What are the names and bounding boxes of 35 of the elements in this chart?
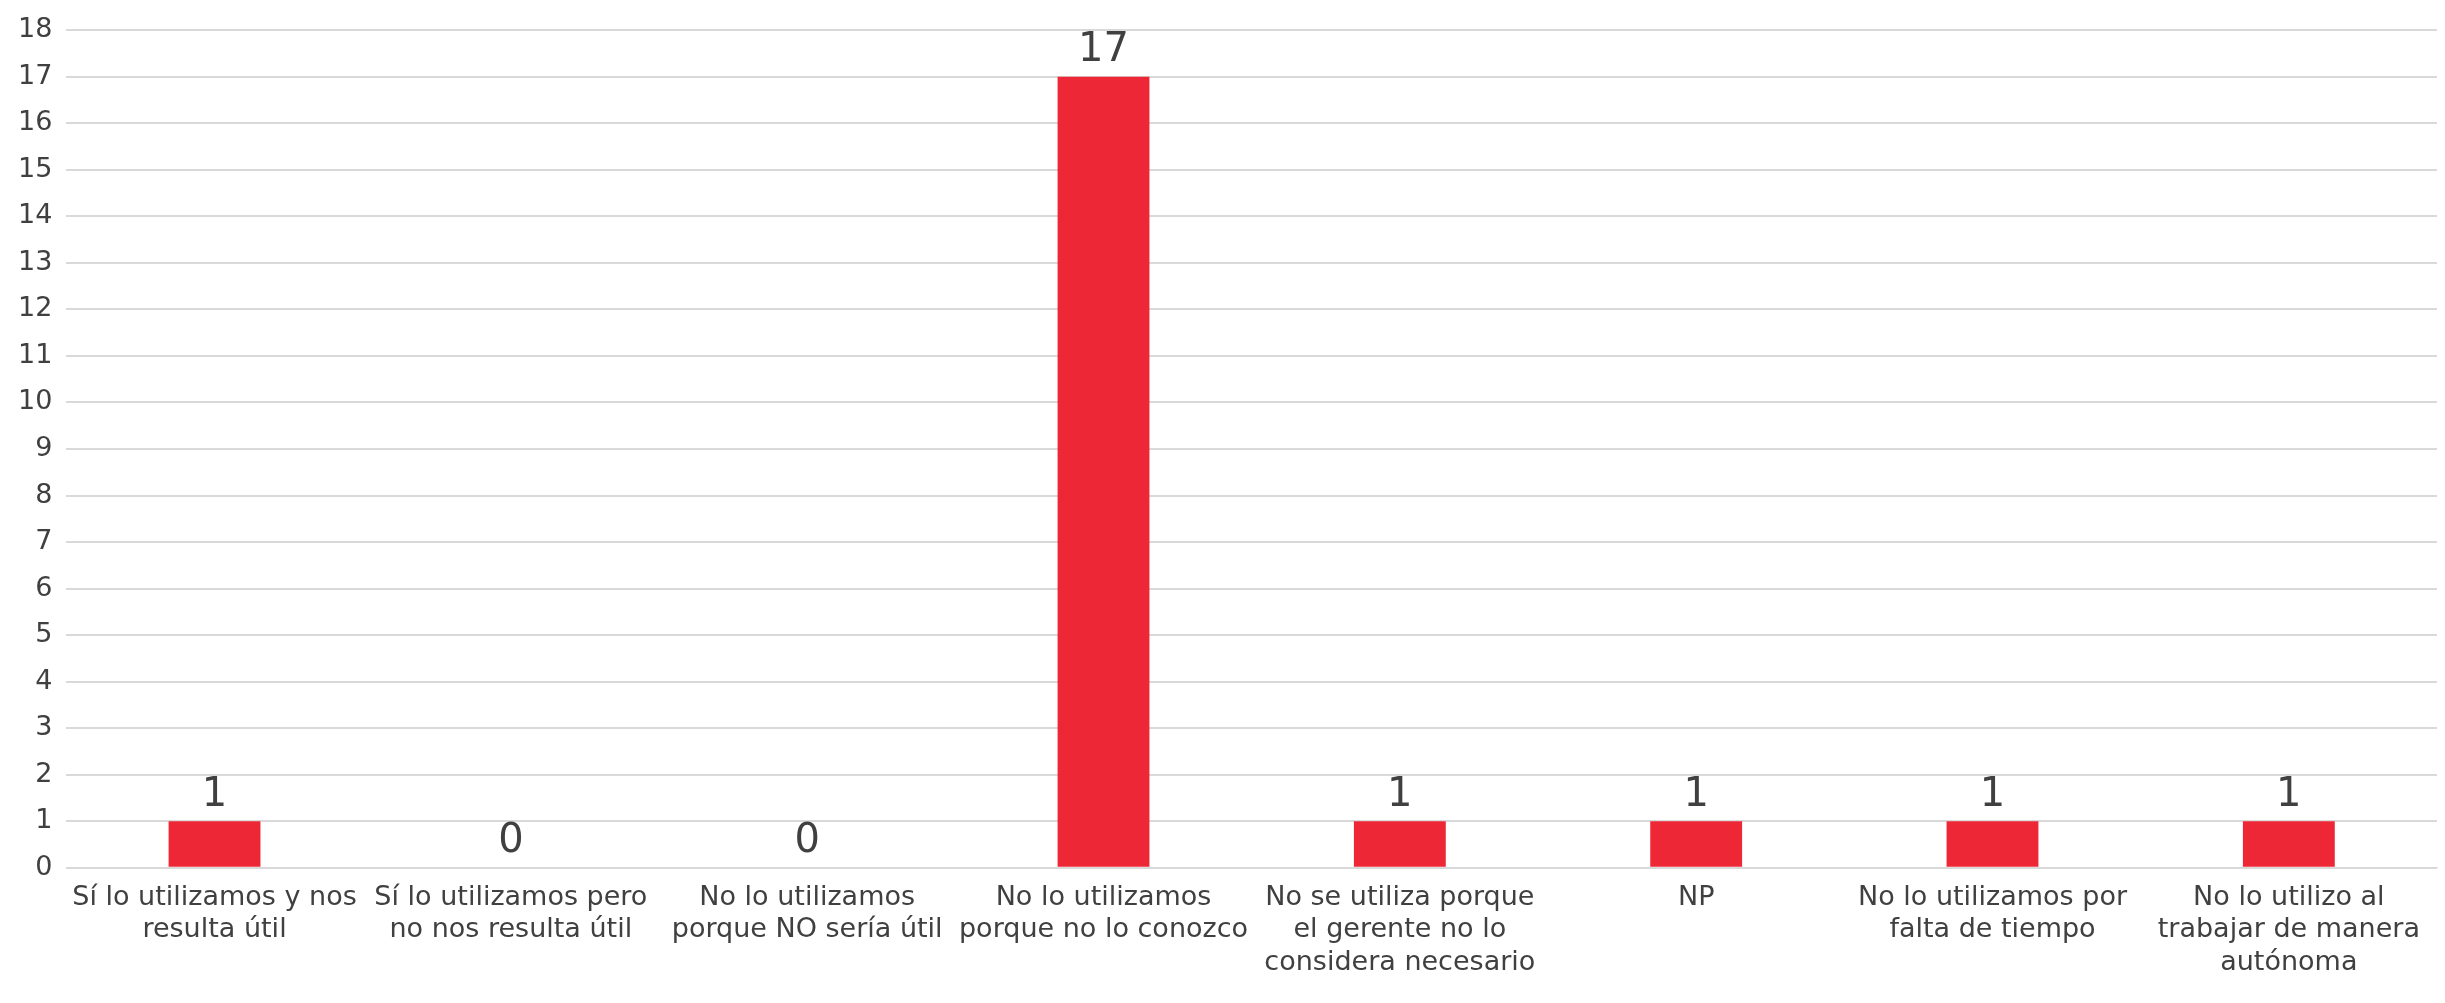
x-tick-label: No lo utilizamos porque no lo conozco bbox=[958, 880, 1249, 944]
y-tick-label: 10 bbox=[18, 384, 53, 416]
y-tick-label: 15 bbox=[18, 151, 53, 183]
y-tick-label: 3 bbox=[35, 710, 53, 742]
x-tick-label: No lo utilizo al trabajar de manera autónoma bbox=[2157, 880, 2420, 976]
data-label: 1 bbox=[201, 768, 228, 815]
x-tick-label: No lo utilizamos porque NO sería útil bbox=[671, 880, 943, 944]
data-label: 1 bbox=[1387, 768, 1413, 815]
y-tick-label: 16 bbox=[18, 105, 53, 137]
y-tick-label: 2 bbox=[35, 756, 53, 788]
y-tick-label: 6 bbox=[35, 570, 53, 602]
x-tick-label: No se utiliza porque el gerente no lo considera necesario bbox=[1264, 880, 1536, 976]
y-tick-label: 0 bbox=[35, 849, 53, 881]
data-label: 1 bbox=[1979, 768, 2006, 815]
y-tick-label: 4 bbox=[35, 663, 53, 695]
data-label: 1 bbox=[2276, 768, 2302, 815]
data-label: 1 bbox=[1683, 768, 1709, 815]
data-label: 0 bbox=[498, 815, 524, 862]
y-tick-label: 5 bbox=[35, 617, 53, 649]
y-tick-label: 8 bbox=[35, 477, 53, 509]
y-tick-label: 12 bbox=[18, 291, 53, 323]
y-tick-label: 11 bbox=[18, 337, 53, 369]
x-tick-label: Sí lo utilizamos y nos resulta útil bbox=[72, 880, 357, 944]
data-label: 0 bbox=[794, 815, 820, 862]
x-tick-label: No lo utilizamos por falta de tiempo bbox=[1857, 880, 2128, 944]
y-tick-label: 9 bbox=[35, 431, 53, 463]
data-label: 17 bbox=[1078, 24, 1129, 71]
x-tick-label: NP bbox=[1677, 880, 1715, 912]
y-tick-label: 13 bbox=[18, 244, 53, 276]
y-tick-label: 1 bbox=[35, 803, 53, 835]
x-tick-label: Sí lo utilizamos pero no nos resulta útil bbox=[374, 880, 648, 944]
y-tick-label: 14 bbox=[18, 198, 53, 230]
y-tick-label: 7 bbox=[35, 524, 53, 556]
y-tick-label: 18 bbox=[18, 12, 53, 44]
y-tick-label: 17 bbox=[18, 58, 53, 90]
